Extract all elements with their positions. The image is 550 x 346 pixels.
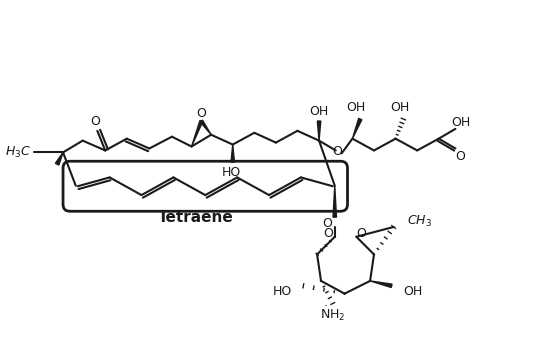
Polygon shape <box>317 121 321 140</box>
Polygon shape <box>353 118 362 139</box>
Text: O: O <box>196 107 206 120</box>
Text: $CH_3$: $CH_3$ <box>408 213 432 229</box>
Text: OH: OH <box>310 105 329 118</box>
Polygon shape <box>370 281 392 288</box>
Polygon shape <box>200 120 211 135</box>
Text: OH: OH <box>452 117 471 129</box>
Text: HO: HO <box>272 285 292 298</box>
Text: O: O <box>90 116 100 128</box>
Polygon shape <box>191 120 203 146</box>
Text: O: O <box>332 145 342 158</box>
Polygon shape <box>56 152 63 165</box>
Text: OH: OH <box>346 101 366 114</box>
Text: Tetraene: Tetraene <box>158 210 233 225</box>
Polygon shape <box>333 186 337 217</box>
Text: OH: OH <box>390 101 409 114</box>
Text: O: O <box>323 227 333 240</box>
Text: O: O <box>455 150 465 163</box>
Text: $\mathregular{\dot{N}H_2}$: $\mathregular{\dot{N}H_2}$ <box>320 304 345 322</box>
Polygon shape <box>231 145 234 162</box>
Text: OH: OH <box>404 285 423 298</box>
Text: HO: HO <box>222 165 241 179</box>
Text: O: O <box>322 217 332 229</box>
Text: $H_3C$: $H_3C$ <box>4 145 31 160</box>
Text: O: O <box>356 227 366 240</box>
